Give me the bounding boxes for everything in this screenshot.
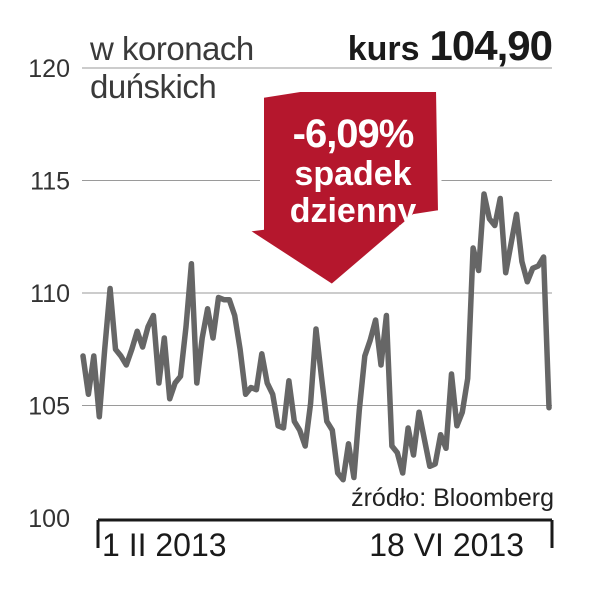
y-tick-label: 120 xyxy=(28,55,70,83)
x-tick-label: 1 II 2013 xyxy=(102,527,227,563)
badge-line1: spadek xyxy=(294,155,412,193)
unit-label: w koronach duńskich xyxy=(90,30,254,106)
unit-label-line1: w koronach xyxy=(90,30,254,67)
source-label: źródło: Bloomberg xyxy=(351,484,554,512)
y-tick-label: 105 xyxy=(28,393,70,421)
y-tick-label: 110 xyxy=(30,280,70,308)
unit-label-line2: duńskich xyxy=(90,68,217,105)
x-tick-label: 18 VI 2013 xyxy=(369,527,524,563)
kurs-value: 104,90 xyxy=(429,22,553,69)
y-axis-ticks: 120 115 110 105 100 xyxy=(28,55,70,533)
price-header: kurs 104,90 xyxy=(347,22,553,70)
x-axis: 1 II 2013 18 VI 2013 xyxy=(96,518,554,563)
y-tick-label: 115 xyxy=(30,168,70,196)
daily-change-percent: -6,09% xyxy=(292,112,415,156)
y-tick-label: 100 xyxy=(28,505,70,533)
price-series-line xyxy=(80,191,552,483)
badge-line2: dzienny xyxy=(289,192,417,230)
down-arrow-badge xyxy=(240,88,443,289)
badge-text: -6,09% spadek dzienny xyxy=(258,112,448,230)
kurs-label: kurs xyxy=(347,30,420,68)
grid-lines xyxy=(82,67,552,406)
